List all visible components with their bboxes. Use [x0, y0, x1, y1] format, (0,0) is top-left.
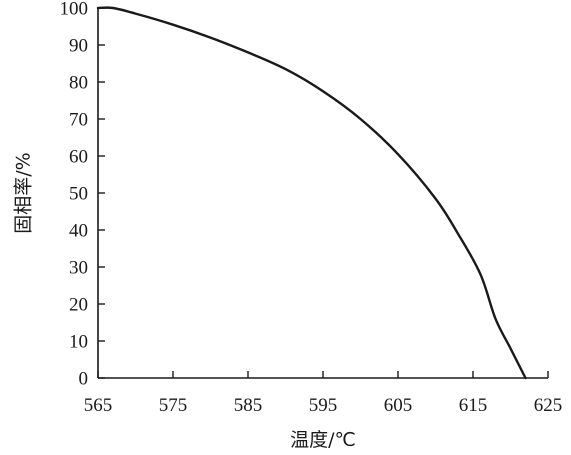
- y-axis-title: 固相率/%: [13, 152, 35, 233]
- x-tick-label: 615: [459, 395, 488, 416]
- y-tick-label: 20: [69, 295, 88, 316]
- y-tick-label: 0: [79, 369, 89, 390]
- x-tick-label: 575: [159, 395, 188, 416]
- x-axis-title: 温度/℃: [290, 429, 356, 451]
- y-tick-label: 50: [69, 184, 88, 205]
- y-tick-label: 30: [69, 258, 88, 279]
- series-line-0: [96, 6, 527, 380]
- x-tick-label: 565: [84, 395, 113, 416]
- y-tick-label: 60: [69, 147, 88, 168]
- y-tick-label: 40: [69, 221, 88, 242]
- x-axis: 565 575 585 595 605 615 625: [84, 371, 563, 416]
- series-group: [96, 6, 527, 380]
- y-tick-label: 70: [69, 110, 88, 131]
- x-tick-label: 605: [384, 395, 413, 416]
- x-tick-label: 585: [234, 395, 263, 416]
- x-tick-label: 625: [534, 395, 563, 416]
- y-tick-label: 100: [60, 0, 89, 20]
- y-tick-label: 90: [69, 36, 88, 57]
- y-tick-label: 80: [69, 73, 88, 94]
- x-tick-label: 595: [309, 395, 338, 416]
- y-tick-label: 10: [69, 332, 88, 353]
- y-axis: 0 10 20 30 40 50 60 70 80 90 100: [60, 0, 105, 390]
